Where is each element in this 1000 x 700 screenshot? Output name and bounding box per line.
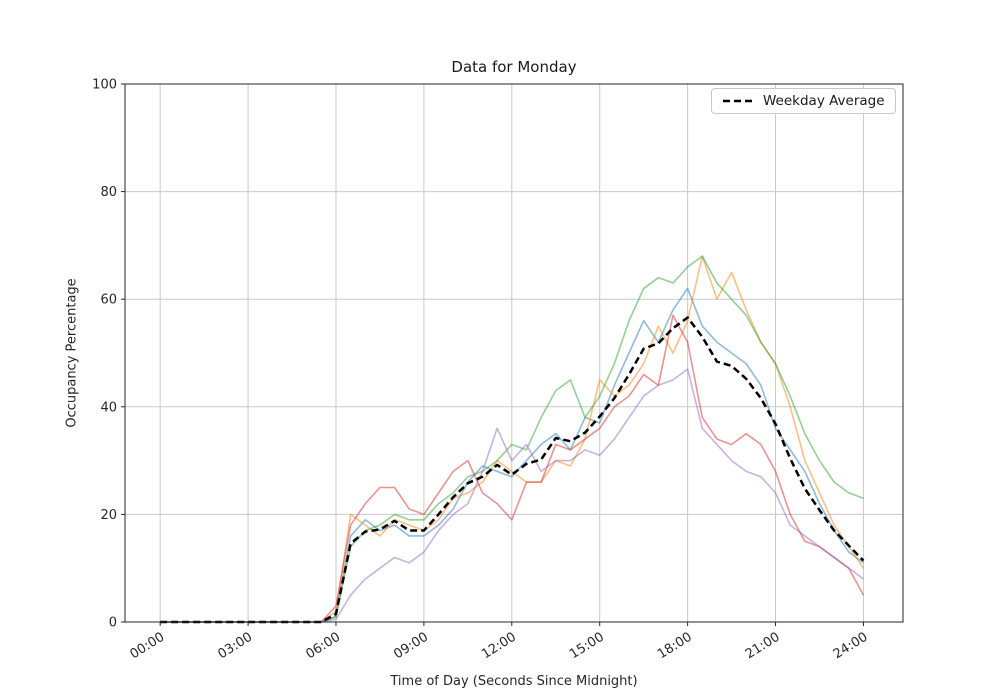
y-tick-label: 0	[109, 616, 117, 631]
x-tick-label: 09:00	[391, 630, 431, 663]
y-tick-label: 40	[100, 400, 117, 415]
y-tick-label: 100	[92, 78, 117, 93]
x-tick-label: 03:00	[215, 630, 255, 663]
legend-dashed-line-icon	[723, 99, 753, 103]
series-weekday-average	[160, 316, 865, 624]
x-tick-label: 15:00	[567, 630, 607, 663]
chart-title: Data for Monday	[451, 58, 577, 76]
x-tick-label: 12:00	[479, 630, 519, 663]
x-tick-label: 06:00	[303, 630, 343, 663]
legend[interactable]: Weekday Average	[711, 88, 896, 114]
x-tick-label: 21:00	[743, 630, 783, 663]
x-axis-label: Time of Day (Seconds Since Midnight)	[390, 674, 638, 689]
legend-label: Weekday Average	[763, 93, 885, 109]
x-tick-label: 00:00	[128, 630, 168, 663]
y-tick-label: 60	[100, 293, 117, 308]
y-tick-label: 20	[100, 508, 117, 523]
y-tick-label: 80	[100, 185, 117, 200]
x-tick-label: 24:00	[831, 630, 871, 663]
x-tick-label: 18:00	[655, 630, 695, 663]
y-axis-label: Occupancy Percentage	[64, 278, 80, 428]
plot-frame	[124, 83, 904, 623]
